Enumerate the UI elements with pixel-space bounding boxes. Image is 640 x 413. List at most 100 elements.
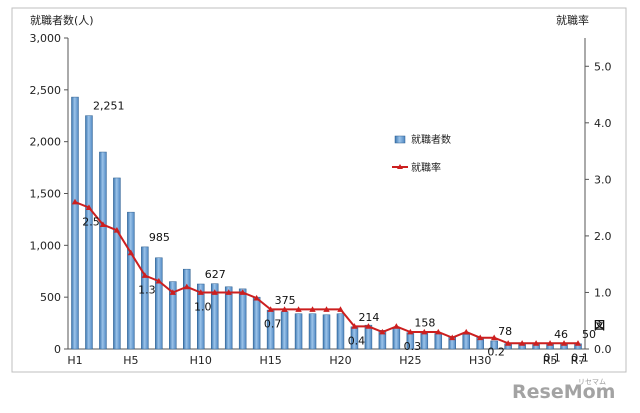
- bar: [113, 177, 121, 350]
- legend-box: [383, 127, 477, 181]
- bar: [85, 115, 93, 350]
- bar-value-label: 627: [205, 268, 226, 281]
- rate-value-label: 1.3: [138, 283, 156, 296]
- rate-value-label: 1.0: [194, 300, 212, 313]
- legend-label-rate: 就職率: [411, 161, 441, 174]
- bar: [71, 96, 79, 350]
- rate-value-label: 0.7: [264, 317, 282, 330]
- rate-point: [435, 328, 442, 335]
- rate-point: [351, 323, 358, 329]
- y-right-tick-label: 4.0: [594, 117, 612, 130]
- bar-value-label: 78: [498, 325, 512, 338]
- bar: [183, 268, 191, 350]
- rate-value-label: 0.3: [404, 340, 422, 353]
- rate-point: [197, 289, 204, 295]
- bar: [99, 151, 107, 350]
- rate-point: [463, 328, 470, 335]
- rate-point: [560, 340, 568, 346]
- rate-point: [267, 306, 274, 312]
- y-left-tick-label: 500: [40, 291, 61, 304]
- legend-label-count: 就職者数: [411, 133, 451, 146]
- y-right-tick-label: 3.0: [594, 173, 612, 186]
- rate-point: [574, 340, 582, 346]
- bar: [434, 333, 443, 350]
- bar: [336, 313, 345, 350]
- bar: [252, 296, 261, 350]
- bar: [210, 283, 219, 350]
- legend-bar-swatch: [394, 135, 406, 144]
- bar: [127, 211, 135, 350]
- y-left-tick-label: 3,000: [30, 32, 62, 45]
- rate-point: [421, 328, 428, 335]
- rate-point: [407, 328, 414, 335]
- y-right-tick-label: 0.0: [594, 343, 612, 356]
- y-left-tick-label: 2,000: [30, 136, 62, 149]
- bar-value-label: 214: [358, 311, 379, 324]
- watermark-sub-text: リセマム: [578, 378, 606, 386]
- rate-point: [155, 277, 163, 284]
- y-left-title: 就職者数(人): [30, 13, 94, 27]
- rate-value-label: 0.2: [487, 346, 505, 359]
- rate-point: [309, 306, 316, 312]
- rate-point: [393, 323, 400, 329]
- bar: [197, 283, 205, 350]
- bar: [322, 314, 331, 350]
- watermark-text: ReseMom: [512, 381, 615, 403]
- bar: [420, 332, 429, 350]
- x-tick-label: R5: [543, 354, 558, 367]
- legend-line-marker: [397, 164, 403, 169]
- bar: [141, 246, 149, 350]
- rate-point: [71, 198, 79, 205]
- rate-point: [183, 283, 190, 290]
- rate-point: [546, 340, 554, 346]
- bar-value-label: 375: [275, 294, 296, 307]
- rate-point: [532, 340, 540, 346]
- bar: [308, 313, 317, 350]
- rate-point: [379, 328, 386, 335]
- rate-point: [281, 306, 288, 312]
- rate-value-label: 0.1: [543, 351, 561, 364]
- rate-point: [99, 221, 107, 227]
- rate-point: [253, 294, 260, 301]
- bar-value-label: 2,251: [93, 100, 125, 113]
- rate-point: [365, 323, 372, 329]
- rate-point: [211, 289, 218, 295]
- rate-value-label: 0.1: [571, 351, 589, 364]
- x-tick-label: H25: [399, 354, 421, 367]
- figure-mark: 図: [594, 318, 605, 332]
- x-tick-label: H30: [469, 354, 491, 367]
- y-right-title: 就職率: [556, 13, 589, 27]
- rate-value-label: 0.4: [348, 334, 366, 347]
- rate-point: [169, 289, 176, 295]
- rate-value-label: 2.5: [82, 216, 100, 229]
- bar: [490, 340, 498, 350]
- rate-point: [323, 306, 330, 312]
- rate-point: [295, 306, 302, 312]
- y-right-tick-label: 1.0: [594, 286, 612, 299]
- rate-point: [477, 334, 484, 341]
- rate-point: [518, 340, 526, 346]
- bar-value-label: 50: [582, 328, 596, 341]
- x-tick-label: H1: [67, 354, 82, 367]
- rate-point: [239, 289, 246, 295]
- bar: [462, 334, 470, 350]
- rate-point: [85, 204, 93, 211]
- x-tick-label: H10: [190, 354, 212, 367]
- rate-point: [449, 334, 456, 341]
- bar-value-label: 158: [414, 317, 435, 330]
- y-left-tick-label: 0: [54, 343, 61, 356]
- bar: [280, 311, 289, 350]
- x-tick-label: H5: [123, 354, 138, 367]
- bar: [224, 286, 233, 350]
- rate-point: [337, 306, 344, 312]
- rate-point: [504, 340, 512, 346]
- x-tick-label: R7: [571, 354, 586, 367]
- y-left-tick-label: 1,000: [30, 239, 62, 252]
- outer-frame: [11, 7, 627, 373]
- rate-point: [113, 227, 121, 233]
- bar: [155, 257, 163, 350]
- bar: [169, 281, 177, 350]
